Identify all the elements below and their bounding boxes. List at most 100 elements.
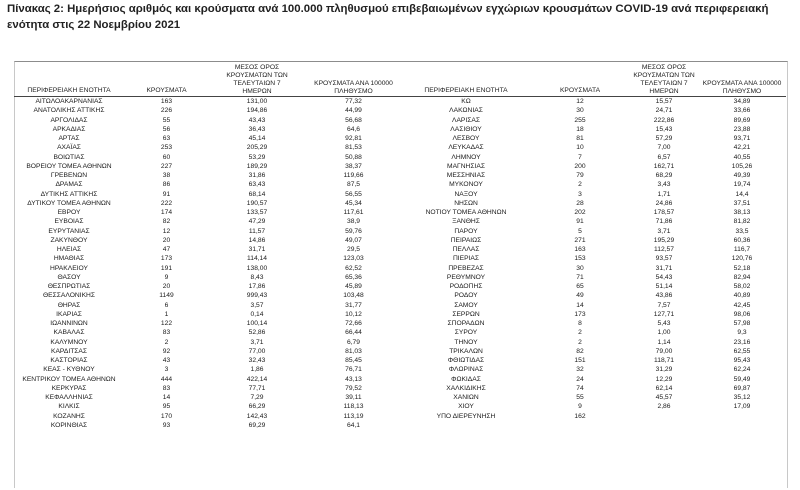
right-avg7-cell: 79,00: [655, 347, 673, 355]
right-region-cell: ΛΑΡΙΣΑΣ: [452, 116, 480, 124]
left-cases-cell: 83: [162, 384, 171, 392]
left-cases-cell: 92: [162, 347, 171, 355]
left-avg7-cell: 142,43: [246, 412, 268, 420]
left-cases-cell: 12: [162, 227, 171, 235]
left-avg7-cell: 32,43: [248, 357, 266, 364]
right-region-cell: ΣΠΟΡΑΔΩΝ: [447, 320, 485, 327]
left-per100k-cell: 66,44: [345, 329, 362, 337]
right-avg7-cell: 31,29: [655, 366, 673, 374]
right-avg7-cell: 43,86: [655, 292, 673, 300]
right-cases-cell: 82: [576, 347, 584, 355]
right-cases-cell: 153: [574, 255, 586, 263]
header-region-right: ΠΕΡΙΦΕΡΕΙΑΚΗ ΕΝΟΤΗΤΑ: [402, 64, 530, 97]
left-per100k-cell: 87,5: [346, 181, 361, 189]
left-cases-cell: 9: [164, 273, 169, 281]
left-region-cell: ΔΥΤΙΚΟΥ ΤΟΜΕΑ ΑΘΗΝΩΝ: [27, 199, 111, 207]
left-region-cell: ΚΑΛΥΜΝΟΥ: [50, 338, 88, 346]
left-per100k-cell: 81,03: [345, 347, 362, 355]
left-per100k-cell: 43,13: [345, 375, 362, 383]
left-avg7-cell: 63,43: [248, 181, 266, 189]
left-region-cell: ΘΕΣΣΑΛΟΝΙΚΗΣ: [42, 292, 96, 300]
left-per100k-cell: 38,37: [345, 162, 362, 170]
right-avg7-cell: 2,86: [657, 403, 671, 411]
left-per100k-cell: 76,71: [345, 366, 362, 374]
left-cases-cell: 60: [162, 153, 171, 161]
left-avg7-cell: 66,29: [248, 403, 266, 411]
right-region-cell: ΝΗΣΩΝ: [454, 199, 478, 207]
left-per100k-cell: 65,36: [345, 273, 362, 281]
right-region-cell: ΧΑΛΚΙΔΙΚΗΣ: [446, 384, 486, 392]
right-cases-cell: 10: [576, 144, 584, 152]
table-row: ΔΥΤΙΚΗΣ ΑΤΤΙΚΗΣ 91 68,14 56,55 ΝΑΞΟΥ 3 1,71 14,…: [14, 190, 786, 199]
right-region-cell: ΡΟΔΟΠΗΣ: [449, 283, 483, 290]
left-per100k-cell: 77,32: [345, 98, 362, 105]
right-avg7-cell: 1,14: [657, 338, 671, 346]
right-avg7-cell: 24,86: [655, 199, 673, 207]
left-region-cell: ΚΕΦΑΛΛΗΝΙΑΣ: [45, 394, 93, 401]
left-cases-cell: 83: [162, 329, 171, 337]
table-caption: Πίνακας 2: Ημερήσιος αριθμός και κρούσμα…: [7, 3, 769, 31]
right-cases-cell: 271: [574, 236, 586, 244]
right-per100k-cell: 34,89: [733, 98, 751, 105]
left-cases-cell: 20: [162, 236, 171, 244]
right-per100k-cell: 58,02: [733, 283, 751, 290]
right-cases-cell: 91: [576, 218, 584, 226]
right-region-cell: ΜΕΣΣΗΝΙΑΣ: [446, 172, 486, 179]
left-avg7-cell: 11,57: [248, 227, 266, 235]
right-region-cell: ΥΠΟ ΔΙΕΡΕΥΝΗΣΗ: [436, 412, 496, 420]
left-avg7-cell: 999,43: [246, 292, 268, 300]
left-cases-cell: 174: [160, 209, 173, 216]
right-per100k-cell: [698, 412, 786, 421]
left-region-cell: ΚΟΖΑΝΗΣ: [53, 412, 85, 420]
table-row: ΕΥΡΥΤΑΝΙΑΣ 12 11,57 59,76 ΠΑΡΟΥ 5 3,71 33,5: [14, 227, 786, 236]
right-per100k-cell: 37,51: [733, 199, 751, 207]
right-avg7-cell: 3,71: [657, 227, 671, 235]
left-per100k-cell: 62,52: [345, 264, 362, 272]
right-per100k-cell: 120,76: [731, 255, 753, 263]
right-per100k-cell: 52,18: [733, 264, 751, 272]
left-avg7-cell: 194,86: [246, 107, 268, 115]
right-avg7-cell: 178,57: [653, 209, 675, 216]
right-per100k-cell: 17,09: [733, 403, 751, 411]
right-avg7-cell: 222,86: [653, 116, 675, 124]
table-row: ΘΗΡΑΣ 6 3,57 31,77 ΣΑΜΟΥ 14 7,57 42,45: [14, 301, 786, 310]
left-per100k-cell: 113,19: [343, 412, 364, 420]
table-row: ΗΡΑΚΛΕΙΟΥ 191 138,00 62,52 ΠΡΕΒΕΖΑΣ 30 31,71 52…: [14, 264, 786, 273]
left-per100k-cell: 59,76: [345, 227, 362, 235]
right-region-cell: ΡΟΔΟΥ: [454, 292, 478, 300]
right-cases-cell: 14: [576, 301, 584, 309]
left-avg7-cell: 0,14: [250, 310, 264, 318]
left-region-cell: ΚΑΡΔΙΤΣΑΣ: [50, 347, 88, 355]
right-cases-cell: 30: [576, 264, 584, 272]
left-avg7-cell: 14,86: [248, 236, 266, 244]
right-region-cell: ΠΕΙΡΑΙΩΣ: [450, 236, 482, 244]
right-region-cell: ΠΕΛΛΑΣ: [452, 246, 480, 253]
left-per100k-cell: 6,79: [346, 338, 361, 346]
header-per100k-right: ΚΡΟΥΣΜΑΤΑ ΑΝΑ 100000 ΠΛΗΘΥΣΜΟ: [698, 64, 786, 97]
right-cases-cell: 24: [576, 375, 584, 383]
table-row: ΚΕΑΣ - ΚΥΘΝΟΥ 3 1,86 76,71 ΦΛΩΡΙΝΑΣ 32 31,29 62…: [14, 365, 786, 374]
right-region-cell: ΡΕΘΥΜΝΟΥ: [446, 273, 486, 281]
right-per100k-cell: 59,49: [733, 375, 751, 383]
left-cases-cell: 82: [162, 218, 171, 226]
right-per100k-cell: [698, 421, 786, 430]
right-region-cell: [402, 421, 530, 430]
left-region-cell: ΑΙΤΩΛΟΑΚΑΡΝΑΝΙΑΣ: [35, 98, 103, 105]
right-per100k-cell: 40,55: [733, 153, 751, 161]
right-per100k-cell: 93,71: [733, 135, 751, 142]
left-avg7-cell: 189,29: [246, 162, 268, 170]
right-avg7-cell: 71,86: [655, 218, 673, 226]
table-row: ΚΕΝΤΡΙΚΟΥ ΤΟΜΕΑ ΑΘΗΝΩΝ 444 422,14 43,13 ΦΩΚΙ…: [14, 375, 786, 384]
left-per100k-cell: 79,52: [345, 384, 362, 392]
right-cases-cell: 3: [578, 190, 582, 198]
right-cases-cell: 200: [574, 162, 586, 170]
right-avg7-cell: 3,43: [657, 181, 671, 189]
right-per100k-cell: 49,39: [733, 172, 751, 179]
left-region-cell: ΕΥΒΟΙΑΣ: [54, 218, 84, 226]
right-cases-cell: 7: [578, 153, 582, 161]
left-region-cell: ΑΝΑΤΟΛΙΚΗΣ ΑΤΤΙΚΗΣ: [33, 107, 105, 115]
right-region-cell: ΣΥΡΟΥ: [454, 329, 478, 337]
right-avg7-cell: 68,29: [655, 172, 673, 179]
left-avg7-cell: 100,14: [246, 320, 268, 327]
right-cases-cell: 28: [576, 199, 584, 207]
